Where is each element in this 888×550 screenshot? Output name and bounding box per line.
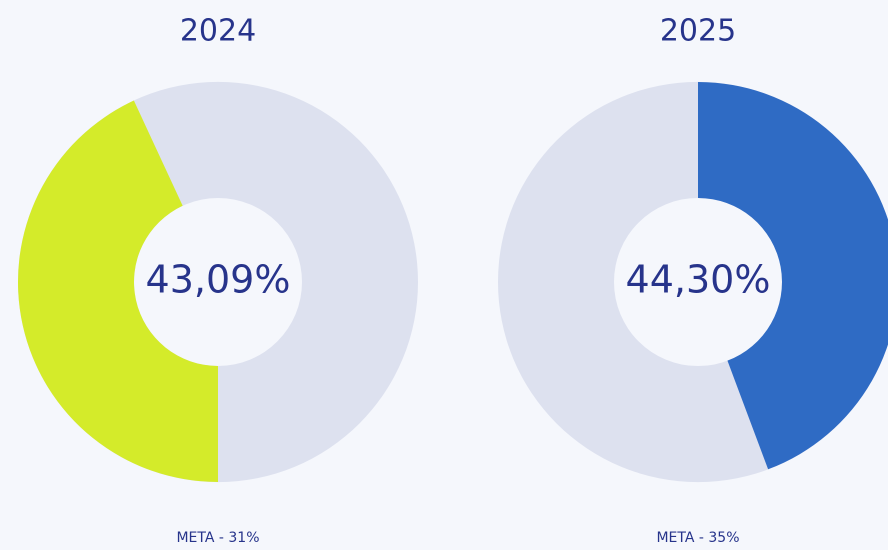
center-label: 43,09% — [146, 258, 291, 302]
annotation: META - 35% — [656, 530, 739, 546]
donut-segment — [698, 82, 888, 470]
center-label: 44,30% — [626, 258, 771, 302]
chart-title: 2024 — [180, 14, 256, 49]
chart-title: 2025 — [660, 14, 736, 49]
annotation: META - 31% — [176, 530, 259, 546]
donut-segment — [18, 100, 219, 482]
